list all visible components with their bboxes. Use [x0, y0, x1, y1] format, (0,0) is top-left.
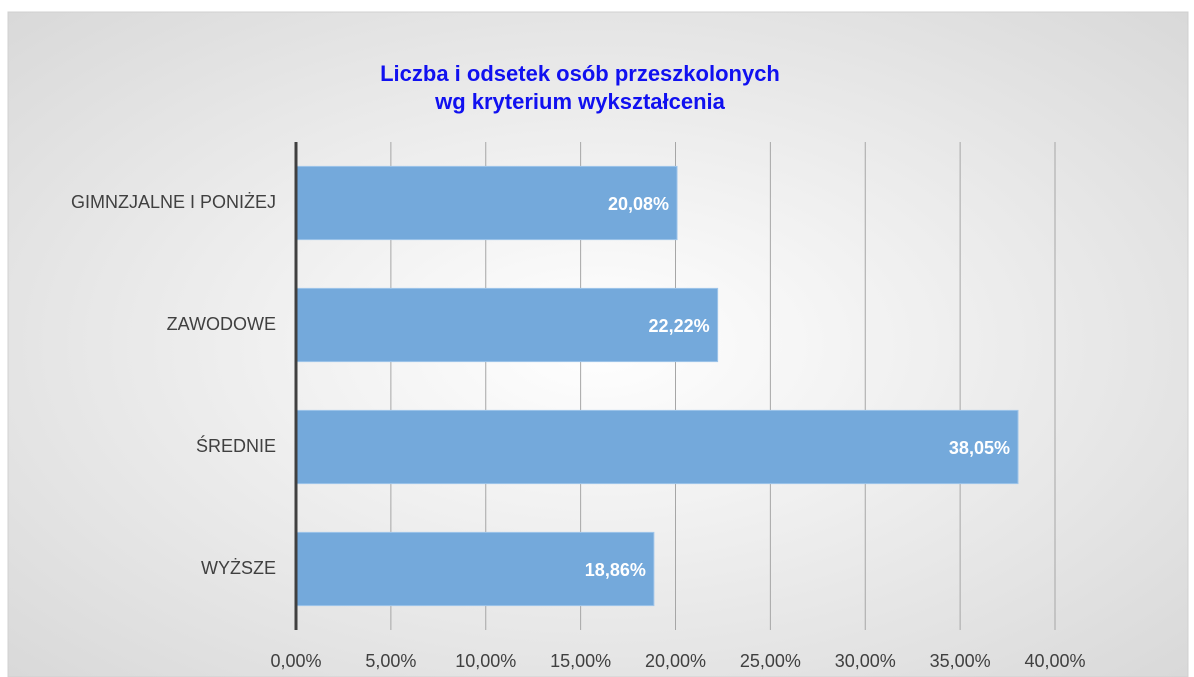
y-tick-label: GIMNZJALNE I PONIŻEJ — [71, 192, 276, 212]
data-label: 18,86% — [585, 560, 646, 580]
bar — [295, 165, 678, 241]
x-tick-label: 0,00% — [270, 651, 321, 671]
chart-title: Liczba i odsetek osób przeszkolonych — [380, 61, 780, 86]
data-label: 22,22% — [649, 316, 710, 336]
x-tick-label: 20,00% — [645, 651, 706, 671]
x-tick-label: 10,00% — [455, 651, 516, 671]
y-tick-label: ŚREDNIE — [196, 435, 276, 456]
data-label: 38,05% — [949, 438, 1010, 458]
x-tick-label: 25,00% — [740, 651, 801, 671]
x-tick-label: 40,00% — [1024, 651, 1085, 671]
chart-title: wg kryterium wykształcenia — [434, 89, 726, 114]
x-tick-label: 15,00% — [550, 651, 611, 671]
x-tick-label: 30,00% — [835, 651, 896, 671]
x-tick-label: 5,00% — [365, 651, 416, 671]
bar — [295, 287, 719, 363]
y-tick-label: ZAWODOWE — [167, 314, 276, 334]
data-label: 20,08% — [608, 194, 669, 214]
y-tick-label: WYŻSZE — [201, 558, 276, 578]
x-tick-label: 35,00% — [930, 651, 991, 671]
bar — [295, 531, 655, 607]
bar — [295, 409, 1019, 485]
